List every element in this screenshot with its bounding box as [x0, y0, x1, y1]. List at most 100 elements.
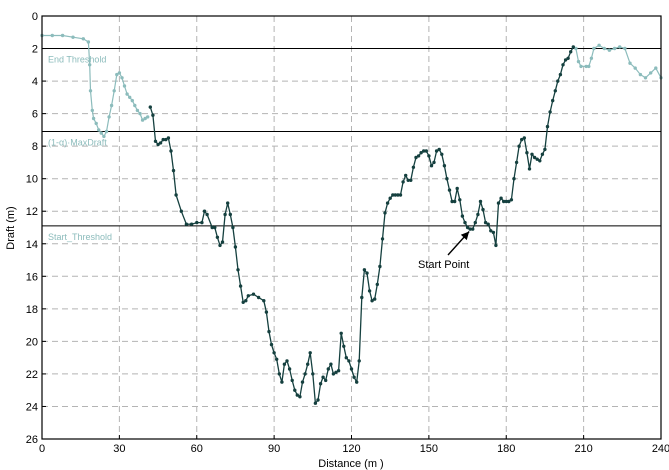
- data-point-dark: [425, 149, 428, 152]
- data-point-light: [92, 117, 95, 120]
- data-point-dark: [345, 356, 348, 359]
- data-point-dark: [427, 154, 430, 157]
- data-point-light: [131, 99, 134, 102]
- data-point-light: [128, 96, 131, 99]
- data-point-light: [623, 47, 626, 50]
- data-point-dark: [247, 294, 250, 297]
- y-tick-label: 6: [32, 109, 38, 121]
- data-point-light: [133, 104, 136, 107]
- data-point-light: [628, 62, 631, 65]
- data-point-dark: [471, 227, 474, 230]
- data-point-dark: [548, 110, 551, 113]
- data-point-dark: [319, 382, 322, 385]
- x-tick-label: 180: [497, 443, 515, 455]
- y-tick-label: 4: [32, 76, 38, 88]
- y-tick-label: 22: [26, 369, 38, 381]
- data-point-dark: [216, 236, 219, 239]
- data-point-dark: [265, 310, 268, 313]
- y-tick-label: 10: [26, 174, 38, 186]
- data-point-dark: [530, 153, 533, 156]
- data-point-light: [107, 115, 110, 118]
- data-point-dark: [205, 213, 208, 216]
- data-point-dark: [291, 379, 294, 382]
- data-point-dark: [409, 179, 412, 182]
- data-point-dark: [180, 210, 183, 213]
- data-point-light: [146, 115, 149, 118]
- data-point-dark: [236, 268, 239, 271]
- data-point-dark: [551, 99, 554, 102]
- data-point-dark: [432, 161, 435, 164]
- data-point-dark: [399, 193, 402, 196]
- data-point-dark: [229, 213, 232, 216]
- data-point-dark: [453, 200, 456, 203]
- data-point-light: [100, 131, 103, 134]
- data-point-dark: [566, 57, 569, 60]
- data-point-dark: [541, 153, 544, 156]
- data-point-dark: [476, 213, 479, 216]
- data-point-light: [88, 63, 91, 66]
- data-point-light: [590, 57, 593, 60]
- data-point-dark: [510, 198, 513, 201]
- data-point-dark: [445, 177, 448, 180]
- data-point-dark: [174, 193, 177, 196]
- data-point-dark: [262, 299, 265, 302]
- data-point-dark: [283, 363, 286, 366]
- data-point-dark: [474, 221, 477, 224]
- x-tick-label: 240: [652, 443, 669, 455]
- data-point-dark: [185, 223, 188, 226]
- data-point-dark: [223, 213, 226, 216]
- data-point-dark: [355, 380, 358, 383]
- data-point-dark: [386, 201, 389, 204]
- data-point-dark: [479, 200, 482, 203]
- data-point-dark: [350, 367, 353, 370]
- data-point-light: [110, 104, 113, 107]
- data-point-dark: [218, 244, 221, 247]
- data-point-light: [597, 44, 600, 47]
- data-point-light: [105, 130, 108, 133]
- y-tick-label: 18: [26, 304, 38, 316]
- data-point-dark: [213, 226, 216, 229]
- x-tick-label: 90: [268, 443, 280, 455]
- data-point-dark: [572, 45, 575, 48]
- x-axis-label: Distance (m ): [318, 458, 383, 470]
- data-point-dark: [515, 161, 518, 164]
- data-point-dark: [352, 376, 355, 379]
- data-point-dark: [203, 210, 206, 213]
- data-point-dark: [288, 367, 291, 370]
- data-point-dark: [342, 345, 345, 348]
- data-point-light: [613, 47, 616, 50]
- data-point-dark: [412, 166, 415, 169]
- data-point-dark: [231, 226, 234, 229]
- data-point-dark: [327, 367, 330, 370]
- data-point-dark: [443, 164, 446, 167]
- threshold-label: (1-α)·MaxDraft: [48, 138, 107, 148]
- data-point-light: [639, 73, 642, 76]
- data-point-dark: [347, 359, 350, 362]
- data-point-dark: [316, 398, 319, 401]
- data-point-dark: [303, 372, 306, 375]
- data-point-light: [603, 47, 606, 50]
- data-point-light: [91, 109, 94, 112]
- data-point-light: [51, 34, 54, 37]
- data-point-dark: [275, 358, 278, 361]
- data-point-dark: [543, 148, 546, 151]
- y-tick-label: 14: [26, 239, 38, 251]
- data-point-dark: [461, 214, 464, 217]
- x-tick-label: 120: [342, 443, 360, 455]
- data-point-dark: [280, 380, 283, 383]
- y-tick-label: 20: [26, 336, 38, 348]
- data-point-dark: [270, 343, 273, 346]
- data-point-light: [644, 76, 647, 79]
- data-point-dark: [293, 389, 296, 392]
- data-point-dark: [546, 125, 549, 128]
- data-point-dark: [381, 237, 384, 240]
- data-point-dark: [378, 265, 381, 268]
- data-point-dark: [301, 380, 304, 383]
- x-tick-label: 60: [191, 443, 203, 455]
- data-point-dark: [167, 136, 170, 139]
- data-point-dark: [306, 363, 309, 366]
- data-point-dark: [365, 271, 368, 274]
- data-point-light: [592, 47, 595, 50]
- data-point-dark: [172, 169, 175, 172]
- data-point-dark: [497, 201, 500, 204]
